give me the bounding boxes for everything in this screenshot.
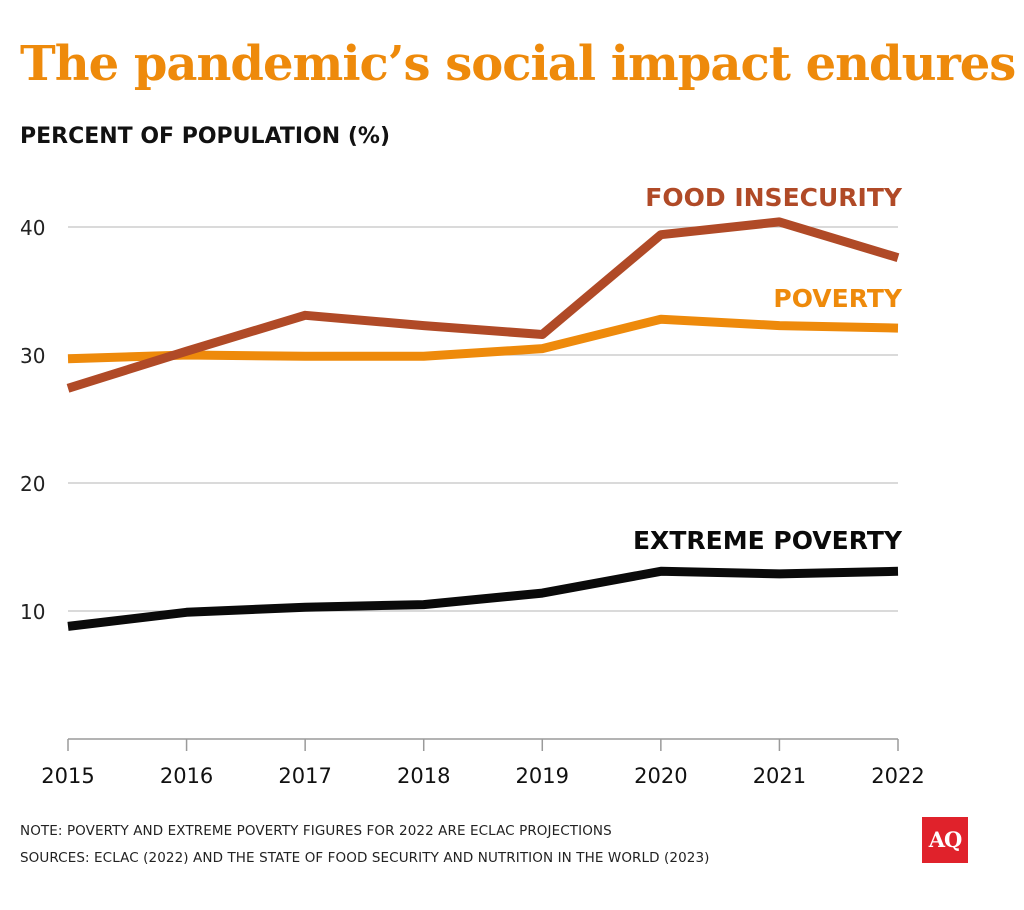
x-tick-label: 2022 bbox=[871, 764, 924, 788]
series-lines bbox=[66, 217, 900, 631]
x-tick-label: 2021 bbox=[753, 764, 806, 788]
y-tick-label: 30 bbox=[20, 344, 45, 368]
y-tick-label: 10 bbox=[20, 600, 45, 624]
x-tick-label: 2020 bbox=[634, 764, 687, 788]
note-text: NOTE: POVERTY AND EXTREME POVERTY FIGURE… bbox=[20, 823, 612, 839]
y-tick-labels: 10 20 30 40 bbox=[20, 216, 45, 624]
food-insecurity-line bbox=[66, 217, 900, 393]
x-tick-label: 2015 bbox=[41, 764, 94, 788]
x-tick-label: 2018 bbox=[397, 764, 450, 788]
poverty-label: POVERTY bbox=[773, 284, 903, 313]
extreme-poverty-line bbox=[67, 566, 899, 631]
food-insecurity-label: FOOD INSECURITY bbox=[645, 183, 903, 212]
x-tick-label: 2019 bbox=[516, 764, 569, 788]
series-labels: FOOD INSECURITY POVERTY EXTREME POVERTY bbox=[633, 183, 903, 555]
y-tick-label: 20 bbox=[20, 472, 45, 496]
sources-text: SOURCES: ECLAC (2022) AND THE STATE OF F… bbox=[20, 850, 710, 866]
aq-logo: AQ bbox=[922, 817, 968, 863]
x-tick-label: 2017 bbox=[278, 764, 331, 788]
y-axis-label: PERCENT OF POPULATION (%) bbox=[20, 124, 391, 149]
chart-title: The pandemic’s social impact endures bbox=[20, 36, 1016, 92]
x-axis: 2015 2016 2017 2018 2019 2020 2021 2022 bbox=[41, 738, 925, 788]
poverty-line bbox=[67, 314, 899, 364]
extreme-poverty-label: EXTREME POVERTY bbox=[633, 526, 903, 555]
y-tick-label: 40 bbox=[20, 216, 45, 240]
x-tick-label: 2016 bbox=[160, 764, 213, 788]
